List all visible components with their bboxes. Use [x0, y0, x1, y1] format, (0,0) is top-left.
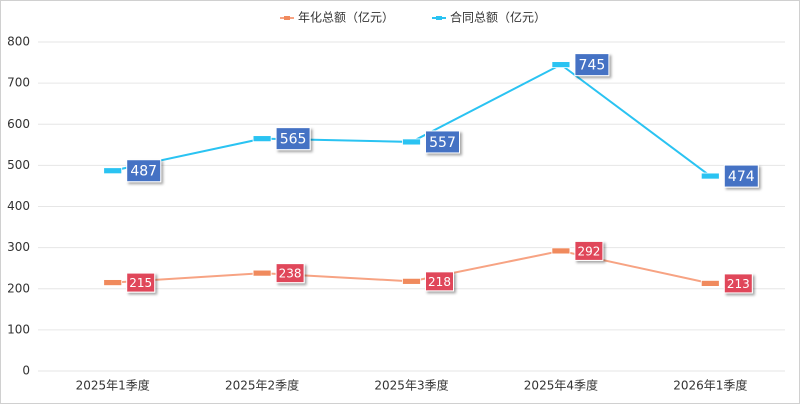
value-label-box: [126, 159, 162, 183]
point-marker: [252, 135, 272, 143]
value-label: 292: [577, 244, 600, 258]
x-tick-label: 2026年1季度: [673, 378, 747, 393]
point-marker: [103, 167, 123, 175]
value-label: 557: [429, 135, 456, 151]
x-tick-label: 2025年3季度: [374, 378, 448, 393]
value-label-box: [275, 263, 305, 284]
y-tick-label: 800: [7, 35, 30, 49]
value-label: 474: [728, 169, 755, 185]
x-tick-label: 2025年4季度: [524, 378, 598, 393]
y-tick-label: 300: [7, 240, 30, 254]
legend-label: 合同总额（亿元）: [450, 10, 546, 25]
value-label: 215: [129, 276, 152, 290]
value-label-box: [275, 127, 311, 151]
x-tick-label: 2025年2季度: [225, 378, 299, 393]
x-tick-label: 2025年1季度: [76, 378, 150, 393]
point-marker: [700, 280, 720, 287]
value-label-box: [574, 53, 610, 77]
point-marker: [402, 277, 421, 285]
value-label: 218: [428, 275, 451, 289]
value-label: 487: [130, 164, 157, 180]
legend-marker: [284, 16, 290, 20]
value-label: 213: [727, 277, 750, 291]
value-label-box: [425, 271, 454, 292]
y-tick-label: 100: [7, 322, 30, 336]
legend-marker: [436, 16, 442, 20]
point-marker: [103, 279, 123, 286]
value-label-box: [126, 272, 156, 293]
y-tick-label: 0: [22, 364, 30, 378]
value-label: 238: [279, 267, 302, 281]
point-marker: [551, 61, 571, 69]
y-tick-label: 700: [7, 76, 30, 90]
value-label: 745: [579, 58, 606, 74]
value-label-box: [574, 240, 604, 261]
point-marker: [402, 138, 421, 146]
y-tick-label: 200: [7, 281, 30, 295]
value-label-box: [723, 273, 753, 294]
y-tick-label: 500: [7, 158, 30, 172]
value-label-box: [425, 130, 460, 154]
legend-label: 年化总额（亿元）: [298, 10, 394, 25]
point-marker: [700, 172, 720, 180]
value-label: 565: [280, 132, 307, 148]
point-marker: [551, 247, 571, 255]
y-tick-label: 400: [7, 199, 30, 213]
y-tick-label: 600: [7, 117, 30, 131]
value-label-box: [723, 164, 759, 188]
point-marker: [252, 269, 272, 277]
